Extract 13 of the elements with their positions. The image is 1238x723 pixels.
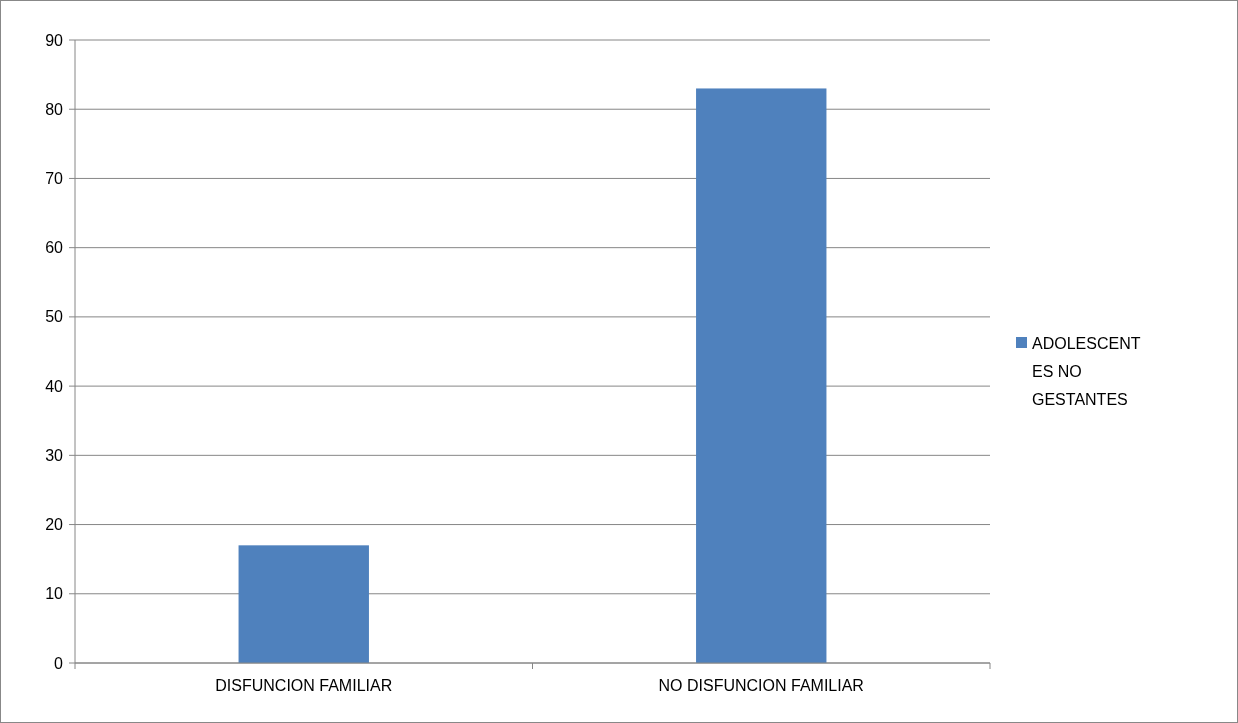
y-tick-label: 90 — [45, 31, 64, 49]
y-tick-label: 0 — [54, 654, 64, 672]
x-tick-label: DISFUNCION FAMILIAR — [215, 677, 393, 694]
legend-label: ADOLESCENTES NO GESTANTES — [1032, 334, 1141, 408]
y-tick-label: 40 — [45, 377, 64, 395]
y-tick-label: 20 — [45, 516, 64, 534]
y-tick-label: 60 — [45, 239, 64, 257]
x-tick-label: NO DISFUNCION FAMILIAR — [658, 677, 864, 694]
y-tick-label: 30 — [45, 446, 64, 464]
y-tick-label: 50 — [45, 308, 64, 326]
y-tick-label: 70 — [45, 170, 64, 188]
y-tick-label: 10 — [45, 585, 64, 603]
y-tick-label: 80 — [45, 100, 64, 118]
